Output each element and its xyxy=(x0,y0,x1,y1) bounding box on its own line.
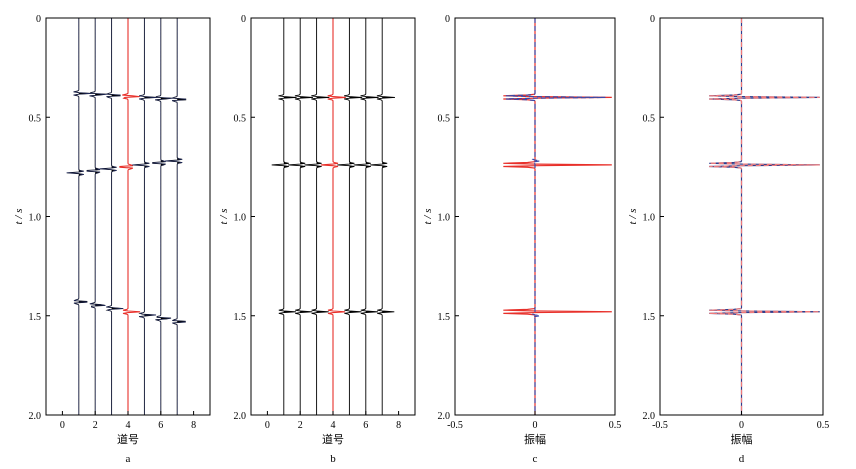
x-tick-label: 8 xyxy=(191,420,196,431)
series-line-2 xyxy=(709,18,820,415)
x-tick-label: 6 xyxy=(363,420,368,431)
x-axis-label: 道号 xyxy=(117,432,139,446)
x-tick-label: 2 xyxy=(298,420,303,431)
y-tick-label: 1.5 xyxy=(29,312,42,323)
y-tick-label: 0 xyxy=(650,14,655,25)
trace-fill-7 xyxy=(177,18,186,415)
x-axis-label: 振幅 xyxy=(524,432,546,446)
y-tick-label: 2.0 xyxy=(643,411,656,422)
trace-6 xyxy=(152,18,173,415)
y-tick-label: 0 xyxy=(445,14,450,25)
x-axis-label: 振幅 xyxy=(731,432,753,446)
trace-outline-1 xyxy=(66,18,92,415)
trace-outline-2 xyxy=(86,18,107,415)
x-tick-label: 0 xyxy=(533,420,538,431)
trace-1 xyxy=(66,18,92,415)
chart-panel-b: 0 0.5 1.0 1.5 2.0 0 2 4 6 8 道号 t / s b xyxy=(218,14,416,465)
trace-fill-5 xyxy=(144,18,158,415)
trace-fill-7 xyxy=(382,18,395,415)
chart-panel-a: 0 0.5 1.0 1.5 2.0 0 2 4 6 8 道号 t / s a xyxy=(13,14,211,465)
y-tick-label: 0.5 xyxy=(643,113,656,124)
trace-3 xyxy=(304,18,330,415)
trace-7 xyxy=(165,18,187,415)
trace-fill-1 xyxy=(78,18,92,415)
panel-label: b xyxy=(330,453,336,465)
y-tick-label: 1.0 xyxy=(643,213,656,224)
y-tick-label: 0 xyxy=(36,14,41,25)
trace-outline-6 xyxy=(152,18,173,415)
trace-fill-6 xyxy=(160,18,173,415)
series-line-1 xyxy=(709,18,820,415)
x-tick-label: -0.5 xyxy=(447,420,463,431)
x-tick-label: -0.5 xyxy=(652,420,668,431)
x-tick-label: 0.5 xyxy=(609,420,622,431)
trace-fill-6 xyxy=(365,18,379,415)
x-tick-label: 6 xyxy=(158,420,163,431)
y-tick-label: 2.0 xyxy=(234,411,247,422)
trace-1 xyxy=(271,18,297,415)
x-tick-label: 0 xyxy=(739,420,744,431)
trace-4 xyxy=(320,18,346,415)
trace-5 xyxy=(337,18,363,415)
trace-outline-3 xyxy=(99,18,124,415)
x-tick-label: 0 xyxy=(265,420,270,431)
chart-panel-d: 0 0.5 1.0 1.5 2.0-0.5 0 0.5 振幅 t / s d xyxy=(627,14,829,465)
y-tick-label: 0.5 xyxy=(29,113,42,124)
trace-2 xyxy=(288,18,314,415)
y-tick-label: 2.0 xyxy=(438,411,451,422)
series-line-1 xyxy=(503,18,612,415)
trace-2 xyxy=(86,18,107,415)
trace-7 xyxy=(370,18,396,415)
x-tick-label: 4 xyxy=(331,420,336,431)
x-tick-label: 0.5 xyxy=(817,420,830,431)
y-axis-label: t / s xyxy=(627,209,639,225)
trace-fill-3 xyxy=(316,18,330,415)
y-tick-label: 1.0 xyxy=(438,213,451,224)
y-axis-label: t / s xyxy=(218,209,230,225)
trace-fill-3 xyxy=(111,18,124,415)
x-axis-label: 道号 xyxy=(322,432,344,446)
y-tick-label: 0.5 xyxy=(438,113,451,124)
y-tick-label: 0 xyxy=(241,14,246,25)
y-tick-label: 1.5 xyxy=(438,312,451,323)
chart-panel-c: 0 0.5 1.0 1.5 2.0-0.5 0 0.5 振幅 t / s c xyxy=(422,14,621,465)
panel-label: c xyxy=(533,453,538,465)
trace-outline-5 xyxy=(132,18,158,415)
trace-6 xyxy=(353,18,379,415)
y-tick-label: 0.5 xyxy=(234,113,247,124)
trace-fill-2 xyxy=(300,18,313,415)
y-tick-label: 2.0 xyxy=(29,411,42,422)
y-axis-label: t / s xyxy=(13,209,25,225)
series-line-2 xyxy=(505,18,606,415)
trace-4 xyxy=(119,18,141,415)
y-tick-label: 1.0 xyxy=(234,213,247,224)
panel-label: a xyxy=(126,453,131,465)
y-tick-label: 1.0 xyxy=(29,213,42,224)
trace-fill-2 xyxy=(95,18,107,415)
y-tick-label: 1.5 xyxy=(643,312,656,323)
y-axis-label: t / s xyxy=(422,209,434,225)
x-tick-label: 2 xyxy=(93,420,98,431)
y-tick-label: 1.5 xyxy=(234,312,247,323)
trace-5 xyxy=(132,18,158,415)
trace-outline-7 xyxy=(165,18,186,415)
trace-fill-5 xyxy=(349,18,363,415)
panel-label: d xyxy=(739,453,745,465)
x-tick-label: 8 xyxy=(396,420,401,431)
trace-fill-1 xyxy=(283,18,297,415)
x-tick-label: 0 xyxy=(60,420,65,431)
x-tick-label: 4 xyxy=(126,420,131,431)
